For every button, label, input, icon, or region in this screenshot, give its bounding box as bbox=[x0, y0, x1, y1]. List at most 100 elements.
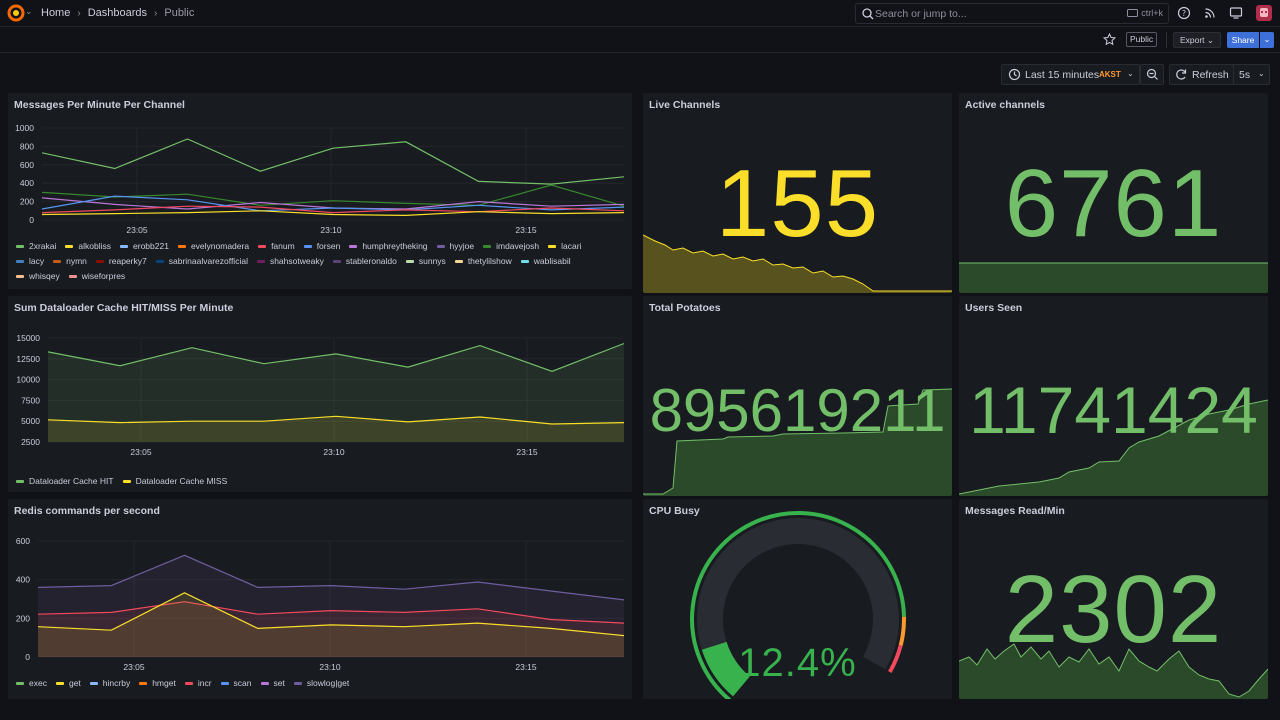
legend-label: hincrby bbox=[102, 678, 131, 688]
legend-swatch bbox=[260, 681, 269, 685]
legend-item[interactable]: Dataloader Cache HIT bbox=[16, 476, 114, 486]
legend-item[interactable]: stableronaldo bbox=[332, 256, 397, 266]
y-tick-label: 400 bbox=[16, 575, 30, 585]
legend-item[interactable]: fanum bbox=[258, 241, 295, 251]
rss-icon[interactable] bbox=[1203, 6, 1217, 20]
legend-item[interactable]: hmget bbox=[139, 678, 176, 688]
legend-swatch bbox=[16, 479, 24, 483]
legend-label: wablisabil bbox=[533, 256, 571, 266]
series-line bbox=[41, 138, 625, 185]
time-range-picker[interactable]: Last 15 minutes AKST ⌄ bbox=[1001, 64, 1140, 85]
gauge-fill bbox=[701, 641, 751, 697]
series-line bbox=[41, 195, 625, 212]
legend-label: reaperky7 bbox=[108, 256, 147, 266]
sparkline bbox=[643, 234, 952, 293]
legend-item[interactable]: humphreytheking bbox=[349, 241, 428, 251]
stat-value: 11741424 bbox=[969, 373, 1258, 447]
panel-live-channels: Live Channels 155 bbox=[643, 93, 952, 293]
gauge-threshold-green bbox=[690, 511, 906, 699]
legend-label: exec bbox=[29, 678, 47, 688]
legend-item[interactable]: alkobliss bbox=[65, 241, 111, 251]
search-box[interactable]: ctrl+k bbox=[855, 3, 1169, 24]
share-button[interactable]: Share bbox=[1227, 32, 1259, 48]
refresh-interval[interactable]: 5s bbox=[1239, 69, 1251, 81]
stat-value: 155 bbox=[715, 150, 880, 257]
legend-item[interactable]: whisqey bbox=[16, 271, 60, 281]
y-tick-label: 400 bbox=[20, 178, 34, 188]
legend-label: humphreytheking bbox=[362, 241, 428, 251]
legend-item[interactable]: wablisabil bbox=[520, 256, 571, 266]
legend-item[interactable]: 2xrakai bbox=[16, 241, 56, 251]
legend-swatch bbox=[256, 259, 265, 263]
legend-item[interactable]: Dataloader Cache MISS bbox=[122, 476, 228, 486]
legend-item[interactable]: erobb221 bbox=[120, 241, 169, 251]
y-tick-label: 15000 bbox=[16, 333, 40, 343]
series-line bbox=[47, 342, 625, 372]
legend-label: Dataloader Cache MISS bbox=[135, 476, 228, 486]
zoom-out-icon bbox=[1146, 68, 1158, 80]
y-tick-label: 600 bbox=[20, 160, 34, 170]
legend-swatch bbox=[436, 244, 445, 248]
legend-item[interactable]: lacari bbox=[548, 241, 581, 251]
legend-item[interactable]: exec bbox=[16, 678, 47, 688]
stat-value: 895619211 bbox=[649, 377, 946, 444]
chart-legend: Dataloader Cache HIT Dataloader Cache MIS… bbox=[16, 476, 616, 486]
legend-item[interactable]: get bbox=[55, 678, 81, 688]
legend-item[interactable]: scan bbox=[220, 678, 252, 688]
legend-swatch bbox=[89, 681, 98, 685]
y-tick-label: 200 bbox=[20, 197, 34, 207]
legend-item[interactable]: sabrinaalvarezofficial bbox=[155, 256, 248, 266]
kiosk-monitor-icon[interactable] bbox=[1229, 6, 1243, 20]
avatar[interactable] bbox=[1256, 5, 1272, 21]
menu-caret-icon[interactable]: ⌄ bbox=[25, 6, 33, 16]
export-button[interactable]: Export ⌄ bbox=[1173, 32, 1221, 48]
series-area bbox=[48, 416, 624, 442]
legend-item[interactable]: nymn bbox=[53, 256, 87, 266]
public-badge: Public bbox=[1126, 32, 1158, 47]
breadcrumb-home[interactable]: Home bbox=[41, 7, 71, 19]
legend-item[interactable]: sunnys bbox=[405, 256, 446, 266]
y-tick-label: 1000 bbox=[15, 123, 34, 133]
legend-item[interactable]: shahsotweaky bbox=[256, 256, 324, 266]
legend-item[interactable]: hyyjoe bbox=[436, 241, 474, 251]
legend-item[interactable]: reaperky7 bbox=[95, 256, 147, 266]
legend-swatch bbox=[220, 681, 229, 685]
refresh-picker[interactable]: Refresh 5s ⌄ bbox=[1169, 64, 1270, 85]
legend-item[interactable]: hincrby bbox=[89, 678, 131, 688]
sparkline bbox=[959, 262, 1268, 293]
legend-item[interactable]: thetylilshow bbox=[454, 256, 512, 266]
legend-label: sabrinaalvarezofficial bbox=[168, 256, 248, 266]
legend-item[interactable]: set bbox=[260, 678, 285, 688]
chevron-down-icon: ⌄ bbox=[1258, 69, 1265, 78]
series-area bbox=[38, 592, 624, 657]
chevron-down-icon: ⌄ bbox=[1127, 69, 1134, 78]
help-icon[interactable]: ? bbox=[1177, 6, 1191, 20]
series-line bbox=[41, 205, 625, 214]
zoom-out-button[interactable] bbox=[1140, 64, 1164, 85]
legend-item[interactable]: wiseforpres bbox=[68, 271, 125, 281]
messages-chart: 1000 800 600 400 200 0 23:05 23:10 23:15 bbox=[15, 123, 625, 235]
series-line bbox=[41, 184, 625, 207]
legend-item[interactable]: evelynomadera bbox=[177, 241, 249, 251]
chart-legend: exec get hincrby hmget incr scan set slowlog|ge… bbox=[16, 678, 616, 688]
legend-item[interactable]: imdavejosh bbox=[483, 241, 539, 251]
search-input[interactable] bbox=[875, 6, 1115, 22]
grafana-logo-icon[interactable] bbox=[7, 4, 25, 22]
legend-item[interactable]: lacy bbox=[16, 256, 44, 266]
legend-swatch bbox=[258, 244, 267, 248]
breadcrumb-dashboards[interactable]: Dashboards bbox=[87, 7, 148, 19]
redis-chart: 600 400 200 0 23:05 23:10 23:15 bbox=[16, 536, 625, 672]
star-icon[interactable] bbox=[1103, 33, 1116, 46]
legend-item[interactable]: incr bbox=[184, 678, 212, 688]
x-tick-label: 23:05 bbox=[126, 225, 148, 235]
refresh-button[interactable]: Refresh bbox=[1192, 69, 1229, 81]
legend-item[interactable]: forsen bbox=[303, 241, 340, 251]
dataloader-chart: 15000 12500 10000 7500 5000 2500 23:05 23:10 23:… bbox=[16, 333, 625, 457]
share-dropdown-button[interactable]: ⌄ bbox=[1260, 32, 1274, 48]
x-tick-label: 23:10 bbox=[320, 225, 342, 235]
clock-icon bbox=[1008, 68, 1021, 81]
chart-legend: 2xrakai alkobliss erobb221 evelynomadera fan… bbox=[16, 241, 616, 281]
legend-item[interactable]: slowlog|get bbox=[293, 678, 349, 688]
x-tick-label: 23:05 bbox=[130, 447, 152, 457]
legend-swatch bbox=[184, 681, 193, 685]
